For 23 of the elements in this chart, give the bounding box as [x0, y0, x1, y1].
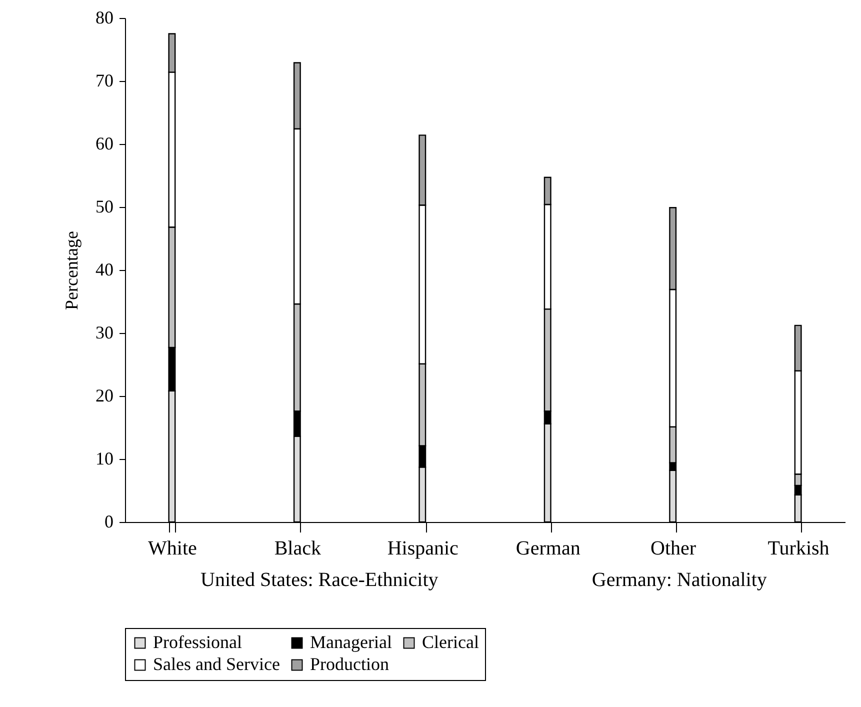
y-tick-label: 40 [96, 260, 114, 280]
y-tick-label: 60 [96, 134, 114, 154]
x-tick-label: Turkish [768, 538, 830, 560]
legend-label: Production [310, 654, 389, 674]
y-tick-label: 10 [96, 448, 114, 468]
legend-label: Sales and Service [153, 654, 280, 674]
legend-label: Clerical [422, 632, 479, 652]
text: United States: Race-Ethnicity [200, 569, 438, 591]
x-tick-label: White [148, 538, 198, 560]
x-tick-label: Black [274, 538, 321, 560]
x-tick-label: Hispanic [387, 538, 459, 560]
legend-label: Professional [153, 632, 242, 652]
x-tick-label: Other [650, 538, 696, 560]
y-axis-title: Percentage [62, 231, 82, 310]
y-tick-label: 70 [96, 70, 114, 90]
y-tick-label: 20 [96, 386, 114, 406]
y-tick-label: 80 [96, 8, 114, 28]
legend-label: Managerial [310, 632, 392, 652]
y-tick-label: 30 [96, 322, 114, 342]
text: Germany: Nationality [592, 569, 767, 591]
y-tick-label: 0 [104, 512, 114, 532]
y-tick-label: 50 [96, 196, 114, 216]
x-tick-label: German [516, 538, 580, 560]
